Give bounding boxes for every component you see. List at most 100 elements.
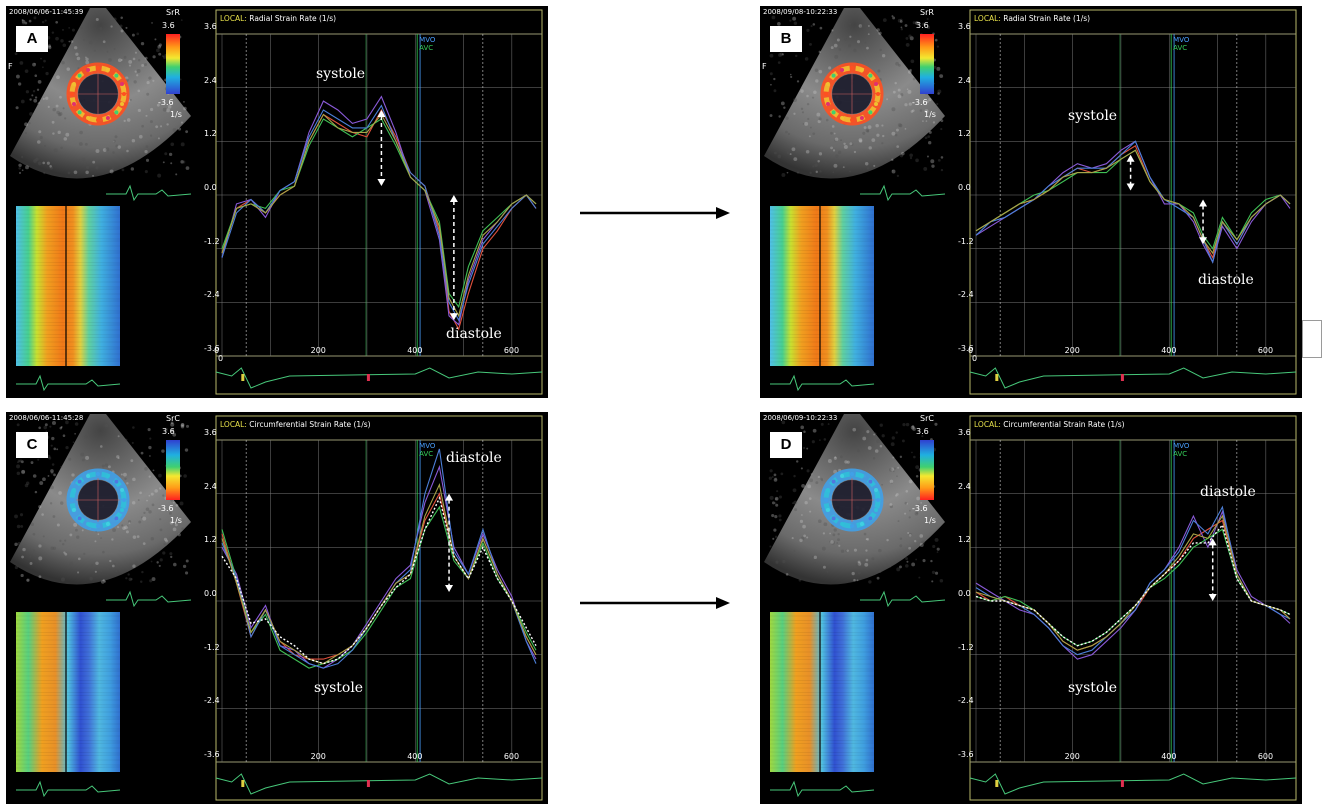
y-tick-label: -1.2 <box>204 643 220 652</box>
panel-svg <box>6 412 548 804</box>
mode-label: SrR <box>166 8 180 17</box>
strain-rate-series <box>222 119 536 307</box>
strain-rate-series <box>222 507 536 668</box>
x-tick-label: 200 <box>311 752 326 761</box>
panel-d: 2008/06/09-10:22:33 D SrC 3.6 -3.6 1/s LOCAL: … <box>760 412 1302 804</box>
color-scale-bar <box>920 440 934 500</box>
annotation-bottom: systole <box>1068 680 1117 696</box>
avc-label: AVC <box>1173 450 1189 458</box>
strain-rate-series <box>222 97 536 325</box>
annotation-top: systole <box>1068 108 1117 124</box>
mmode-ecg-trace <box>770 376 874 390</box>
panel-svg <box>760 6 1302 398</box>
event-labels: MVO AVC <box>419 36 435 52</box>
title-prefix: LOCAL: <box>220 14 247 23</box>
event-labels: MVO AVC <box>1173 36 1189 52</box>
mode-label: SrR <box>920 8 934 17</box>
x-tick-label: 600 <box>504 752 519 761</box>
annotation-top: diastole <box>446 450 502 466</box>
side-letter: F <box>762 62 767 71</box>
strain-rate-series <box>222 115 536 316</box>
scale-max: 3.6 <box>162 427 175 436</box>
mvo-label: MVO <box>419 442 435 450</box>
scale-unit: 1/s <box>924 516 936 525</box>
x-tick-label: 600 <box>1258 752 1273 761</box>
mvo-label: MVO <box>419 36 435 44</box>
annotation-bottom: systole <box>314 680 363 696</box>
outline-box <box>1302 320 1322 358</box>
y-tick-label: -3.6 <box>204 750 220 759</box>
plot-frame <box>970 10 1296 394</box>
mvo-label: MVO <box>1173 442 1189 450</box>
x-tick-label: 0 <box>218 354 223 363</box>
color-scale-bar <box>166 34 180 94</box>
panel-label: B <box>770 26 802 52</box>
color-scale-bar <box>166 440 180 500</box>
mini-ecg-trace <box>106 186 191 200</box>
mmode-ecg-trace <box>16 376 120 390</box>
strain-rate-series <box>222 467 536 668</box>
y-tick-label: 3.6 <box>204 428 217 437</box>
event-labels: MVO AVC <box>419 442 435 458</box>
title-text: Circumferential Strain Rate (1/s) <box>247 420 371 429</box>
y-tick-label: 0.0 <box>958 589 971 598</box>
ecg-trace <box>970 774 1296 794</box>
avc-label: AVC <box>419 44 435 52</box>
avc-label: AVC <box>1173 44 1189 52</box>
timestamp: 2008/06/09-10:22:33 <box>763 414 837 422</box>
panel-c: 2008/06/06-11:45:28 C SrC 3.6 -3.6 1/s LOCAL: … <box>6 412 548 804</box>
x-tick-label: 200 <box>1065 346 1080 355</box>
color-scale-bar <box>920 34 934 94</box>
side-letter: F <box>8 62 13 71</box>
y-tick-label: 2.4 <box>958 482 971 491</box>
y-tick-label: 1.2 <box>204 535 217 544</box>
mmode-ecg-trace <box>16 782 120 796</box>
scale-min: -3.6 <box>912 504 928 513</box>
chart-title: LOCAL: Circumferential Strain Rate (1/s) <box>220 420 371 429</box>
event-labels: MVO AVC <box>1173 442 1189 458</box>
chart-title: LOCAL: Radial Strain Rate (1/s) <box>220 14 336 23</box>
y-tick-label: 2.4 <box>204 76 217 85</box>
strain-rate-series <box>222 106 536 321</box>
strain-rate-series <box>222 498 536 663</box>
arrow-a-to-b <box>580 203 730 223</box>
y-tick-label: -3.6 <box>958 750 974 759</box>
avc-label: AVC <box>419 450 435 458</box>
arrow-c-to-d <box>580 593 730 613</box>
ecg-trace <box>216 774 542 794</box>
annotation-top: systole <box>316 66 365 82</box>
mmode-ecg-trace <box>770 782 874 796</box>
panel-b: 2008/09/08-10:22:33 B SrR 3.6 -3.6 1/s F LOCAL:… <box>760 6 1302 398</box>
y-tick-label: -2.4 <box>958 696 974 705</box>
y-tick-label: 2.4 <box>204 482 217 491</box>
scale-max: 3.6 <box>162 21 175 30</box>
title-prefix: LOCAL: <box>974 420 1001 429</box>
title-text: Radial Strain Rate (1/s) <box>247 14 336 23</box>
mode-label: SrC <box>920 414 934 423</box>
ecg-trace <box>216 368 542 388</box>
scale-min: -3.6 <box>912 98 928 107</box>
x-tick-label: 600 <box>504 346 519 355</box>
title-prefix: LOCAL: <box>974 14 1001 23</box>
scale-max: 3.6 <box>916 427 929 436</box>
panel-svg <box>760 412 1302 804</box>
y-tick-label: 3.6 <box>958 22 971 31</box>
timestamp: 2008/06/06-11:45:39 <box>9 8 83 16</box>
y-tick-label: 1.2 <box>204 129 217 138</box>
scale-unit: 1/s <box>924 110 936 119</box>
y-tick-label: 1.2 <box>958 535 971 544</box>
title-text: Circumferential Strain Rate (1/s) <box>1001 420 1125 429</box>
y-tick-label: -2.4 <box>204 290 220 299</box>
scale-min: -3.6 <box>158 504 174 513</box>
y-tick-label: 3.6 <box>204 22 217 31</box>
x-tick-label: 400 <box>407 346 422 355</box>
y-tick-label: -2.4 <box>204 696 220 705</box>
timestamp: 2008/09/08-10:22:33 <box>763 8 837 16</box>
y-tick-label: -1.2 <box>958 643 974 652</box>
y-tick-label: 0.0 <box>958 183 971 192</box>
annotation-bottom: diastole <box>446 326 502 342</box>
y-tick-label: 0.0 <box>204 589 217 598</box>
annotation-top: diastole <box>1200 484 1256 500</box>
title-prefix: LOCAL: <box>220 420 247 429</box>
timestamp: 2008/06/06-11:45:28 <box>9 414 83 422</box>
